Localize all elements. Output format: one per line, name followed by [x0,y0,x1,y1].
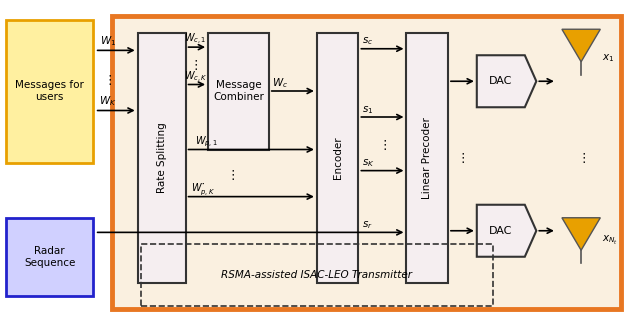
Text: Linear Precoder: Linear Precoder [422,117,432,199]
Text: $W_c$: $W_c$ [272,76,288,90]
Text: DAC: DAC [489,226,513,236]
Polygon shape [477,55,536,107]
Polygon shape [562,218,600,250]
Text: $\vdots$: $\vdots$ [103,72,112,87]
Text: $\vdots$: $\vdots$ [189,58,198,72]
Text: $W_K$: $W_K$ [99,94,116,108]
Bar [406,32,448,283]
Text: Radar
Sequence: Radar Sequence [24,246,76,267]
Bar [141,244,493,306]
Text: Message
Combiner: Message Combiner [213,80,264,102]
Text: $W_{p,1}$: $W_{p,1}$ [195,134,218,149]
Text: $s_1$: $s_1$ [362,104,373,116]
Text: $x_1$: $x_1$ [602,53,614,64]
Text: $W_{c,1}$: $W_{c,1}$ [184,32,206,46]
Bar [6,20,93,162]
Bar [317,32,358,283]
Bar [208,32,269,150]
Text: $W_1$: $W_1$ [100,34,116,47]
Text: $\vdots$: $\vdots$ [456,150,465,165]
Text: $W^{\boldsymbol{\cdot}}_{p,K}$: $W^{\boldsymbol{\cdot}}_{p,K}$ [191,181,215,197]
Text: $s_K$: $s_K$ [362,157,374,169]
Text: RSMA-assisted ISAC-LEO Transmitter: RSMA-assisted ISAC-LEO Transmitter [221,270,412,280]
Polygon shape [562,29,600,62]
Text: DAC: DAC [489,76,513,86]
Bar [6,218,93,296]
Text: $W_{c,K}$: $W_{c,K}$ [184,70,207,85]
Text: $\vdots$: $\vdots$ [226,168,235,183]
Text: $x_{N_t}$: $x_{N_t}$ [602,234,618,247]
Bar [138,32,186,283]
Bar [112,16,621,309]
Text: Messages for
users: Messages for users [15,80,84,102]
Text: $s_r$: $s_r$ [362,219,372,231]
Text: Rate Splitting: Rate Splitting [157,122,166,193]
Text: Encoder: Encoder [333,136,342,179]
Text: $s_c$: $s_c$ [362,35,373,47]
Text: $\vdots$: $\vdots$ [378,137,387,152]
Text: $\vdots$: $\vdots$ [577,150,586,165]
Polygon shape [477,205,536,257]
